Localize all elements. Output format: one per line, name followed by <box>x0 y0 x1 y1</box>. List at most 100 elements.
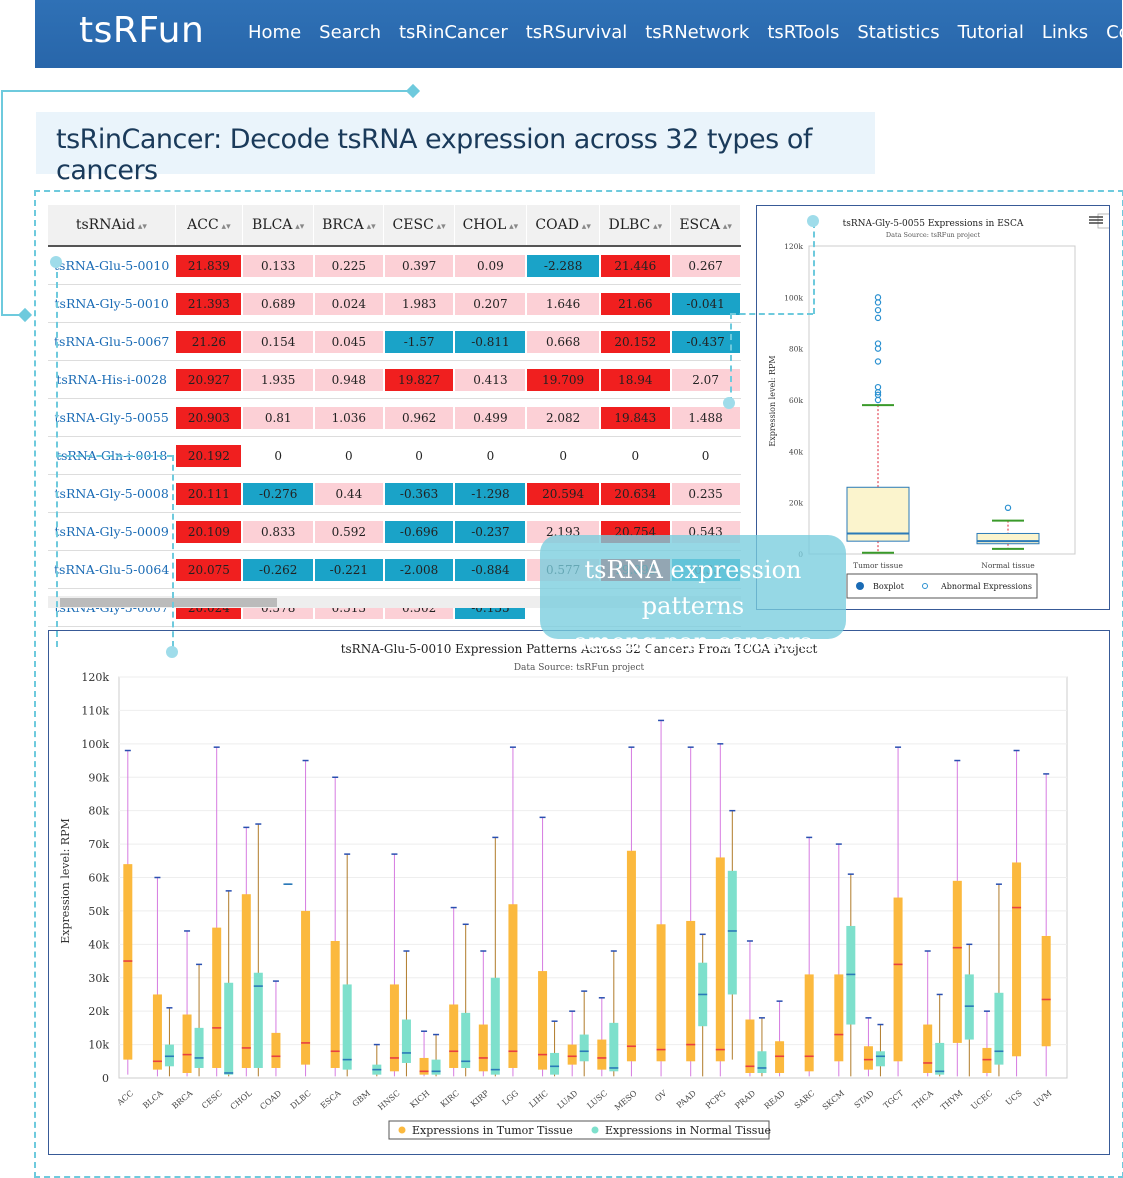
tsrna-id-link[interactable]: tsRNA-Gly-5-0009 <box>48 512 176 551</box>
expression-value: -0.884 <box>455 558 526 581</box>
chart-title: tsRNA-Gly-5-0055 Expressions in ESCA <box>843 219 1024 229</box>
tsrna-id-link[interactable]: tsRNA-His-i-0028 <box>48 360 176 399</box>
column-header-dlbc[interactable]: DLBC ▴▾ <box>599 205 672 247</box>
connector-line <box>1 314 25 316</box>
scrollbar-thumb[interactable] <box>60 598 277 607</box>
connector-diamond <box>17 307 33 323</box>
legend-label: Expressions in Tumor Tissue <box>412 1124 573 1137</box>
expression-value: 0.207 <box>455 292 526 315</box>
tsrna-id-link[interactable]: tsRNA-Gly-5-0055 <box>48 398 176 437</box>
expression-value: 20.075 <box>176 558 242 581</box>
nav-tsrincancer[interactable]: tsRinCancer <box>399 22 508 43</box>
expression-value: -0.221 <box>314 558 383 581</box>
callout-line <box>813 222 815 314</box>
column-header-blca[interactable]: BLCA ▴▾ <box>242 205 315 247</box>
legend-label: Expressions in Normal Tissue <box>605 1124 771 1137</box>
nav-menu: Home Search tsRinCancer tsRSurvival tsRNetwo… <box>239 22 1123 43</box>
expression-cell: 20.634 <box>599 474 671 513</box>
sort-icon[interactable]: ▴▾ <box>719 222 732 232</box>
callout-dot <box>50 256 62 268</box>
callout-line <box>730 313 732 403</box>
sort-icon[interactable]: ▴▾ <box>363 222 376 232</box>
x-tick-label: PAAD <box>675 1089 698 1110</box>
expression-value: -0.041 <box>671 292 740 315</box>
nav-statistics[interactable]: Statistics <box>857 22 940 43</box>
expression-cell: 19.709 <box>526 360 600 399</box>
x-tick-label: DLBC <box>289 1089 313 1111</box>
tsrna-id-link[interactable]: tsRNA-Gly-5-0010 <box>48 284 176 323</box>
column-header-label: CHOL <box>462 217 507 233</box>
nav-contact[interactable]: Contact <box>1106 22 1123 43</box>
expression-cell: -0.262 <box>242 550 314 589</box>
expression-cell: 21.66 <box>599 284 671 323</box>
summary-overlay: tsRNA expression patterns among pan-cance… <box>540 535 846 656</box>
expression-cell: 1.036 <box>313 398 384 437</box>
nav-search[interactable]: Search <box>319 22 381 43</box>
box-normal <box>490 977 500 1075</box>
box-normal <box>846 925 856 1025</box>
x-tick-label: KIRP <box>469 1088 491 1108</box>
y-tick-label: 120k <box>81 671 109 684</box>
expression-value: -0.262 <box>243 558 313 581</box>
expression-value: 2.082 <box>527 406 599 429</box>
y-tick-label: 10k <box>88 1039 109 1052</box>
expression-cell: 0.397 <box>383 246 455 285</box>
sort-icon[interactable]: ▴▾ <box>292 222 305 232</box>
nav-tutorial[interactable]: Tutorial <box>957 22 1024 43</box>
expression-value: 1.036 <box>314 406 383 429</box>
column-header-chol[interactable]: CHOL ▴▾ <box>454 205 527 247</box>
box-tumor <box>301 910 311 1065</box>
nav-links[interactable]: Links <box>1041 22 1089 43</box>
sort-icon[interactable]: ▴▾ <box>135 222 147 232</box>
tsrna-id-link[interactable]: tsRNA-Glu-5-0064 <box>48 550 176 589</box>
x-tick-label: THYM <box>939 1089 965 1112</box>
expression-cell: 20.192 <box>175 436 243 475</box>
chart-title: tsRNA-Glu-5-0010 Expression Patterns Acr… <box>341 642 818 656</box>
sort-icon[interactable]: ▴▾ <box>433 222 446 232</box>
nav-tsrsurvival[interactable]: tsRSurvival <box>525 22 628 43</box>
expression-value: 0 <box>600 444 670 467</box>
sort-icon[interactable]: ▴▾ <box>218 222 231 232</box>
tsrna-id-link[interactable]: tsRNA-Gly-5-0008 <box>48 474 176 513</box>
column-header-acc[interactable]: ACC ▴▾ <box>175 205 243 247</box>
column-header-brca[interactable]: BRCA ▴▾ <box>313 205 385 247</box>
expression-value: 0.225 <box>314 254 383 277</box>
nav-tsrnetwork[interactable]: tsRNetwork <box>645 22 750 43</box>
box-tumor <box>775 1041 785 1073</box>
nav-tsrtools[interactable]: tsRTools <box>767 22 840 43</box>
expression-value: -0.696 <box>384 520 454 543</box>
expression-cell: 0.207 <box>454 284 527 323</box>
column-header-esca[interactable]: ESCA ▴▾ <box>670 205 741 247</box>
sort-icon[interactable]: ▴▾ <box>650 222 663 232</box>
expression-value: 20.927 <box>176 368 242 391</box>
box-normal <box>194 1027 204 1068</box>
expression-value: 1.488 <box>671 406 740 429</box>
x-tick-label: UVM <box>1032 1089 1054 1109</box>
sort-icon[interactable]: ▴▾ <box>506 222 519 232</box>
box-tumor <box>212 927 222 1068</box>
tsrna-id-link[interactable]: tsRNA-Glu-5-0067 <box>48 322 176 361</box>
x-tick-label: Normal tissue <box>981 561 1035 570</box>
box <box>846 486 910 542</box>
expression-value: 21.66 <box>600 292 670 315</box>
tsrna-id-link[interactable]: tsRNA-Glu-5-0010 <box>48 246 176 285</box>
expression-value: -0.276 <box>243 482 313 505</box>
sort-icon[interactable]: ▴▾ <box>578 222 591 232</box>
expression-value: 0.133 <box>243 254 313 277</box>
callout-dot <box>807 215 819 227</box>
site-logo[interactable]: tsRFun <box>79 10 205 51</box>
expression-value: 0.81 <box>243 406 313 429</box>
column-header-cesc[interactable]: CESC ▴▾ <box>383 205 455 247</box>
box-tumor <box>686 920 696 1062</box>
y-tick-label: 100k <box>784 293 803 302</box>
expression-value: 21.446 <box>600 254 670 277</box>
column-header-coad[interactable]: COAD ▴▾ <box>526 205 601 247</box>
nav-home[interactable]: Home <box>248 22 302 43</box>
column-header-tsrnaid[interactable]: tsRNAid ▴▾ <box>48 205 176 247</box>
expression-cell: 19.827 <box>383 360 455 399</box>
expression-value: 0.962 <box>384 406 454 429</box>
column-header-label: tsRNAid <box>75 217 136 233</box>
table-row: tsRNA-Glu-5-0067 21.26 0.154 0.045 -1.57 -0.8… <box>48 322 741 361</box>
expression-cell: 0.235 <box>670 474 741 513</box>
x-tick-label: SKCM <box>821 1089 846 1112</box>
